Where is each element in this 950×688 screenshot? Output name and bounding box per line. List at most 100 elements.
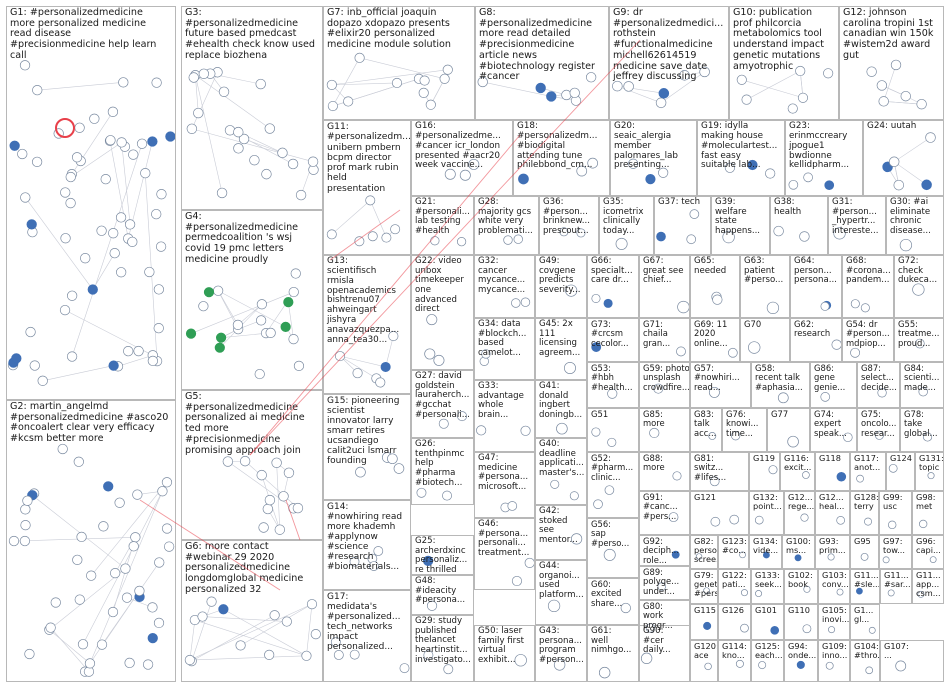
- network-edge: [189, 619, 196, 661]
- group-network-graph: [802, 624, 812, 634]
- network-node: [899, 238, 913, 252]
- group-cell-g99: G99: usc: [879, 491, 912, 535]
- group-cell-g114: G114: kno...: [718, 640, 751, 682]
- group-network-graph: [825, 661, 834, 670]
- network-node: [155, 241, 167, 252]
- network-edge: [331, 69, 448, 86]
- network-edge: [306, 604, 313, 656]
- group-network-graph: [222, 455, 304, 535]
- group-cell-g43: G43: persona... program #person...: [535, 625, 587, 682]
- network-node: [699, 66, 710, 78]
- group-cell-g32: G32: cancer mycance... mycance...: [474, 255, 535, 318]
- group-network-graph: [550, 479, 579, 501]
- network-edge: [339, 355, 386, 368]
- network-node: [439, 73, 450, 84]
- group-network-graph: [895, 660, 907, 672]
- group-network-graph: [553, 659, 566, 671]
- group-network-graph: [500, 501, 518, 513]
- network-node: [107, 106, 119, 117]
- group-network-graph: [326, 52, 453, 112]
- group-cell-g89: G89: polyge... under...: [639, 566, 690, 600]
- network-node: [281, 616, 292, 627]
- network-edge: [741, 79, 804, 99]
- network-node: [206, 596, 217, 607]
- group-cell-g15: G15: pioneering scientist innovator larr…: [323, 394, 411, 500]
- network-node: [198, 301, 209, 312]
- group-network-graph: [423, 650, 454, 675]
- network-edge: [37, 82, 124, 91]
- group-cell-g81: G81: switz... #lifes...: [690, 452, 749, 491]
- network-node: [893, 179, 905, 191]
- network-node: [640, 652, 653, 665]
- network-node: [19, 60, 31, 71]
- group-network-graph: [766, 301, 780, 314]
- network-node: [264, 123, 276, 134]
- network-edge: [288, 302, 294, 340]
- network-node: [802, 624, 812, 634]
- group-network-graph: [728, 347, 738, 358]
- group-cell-g55: G55: treatme... proud...: [894, 318, 944, 362]
- network-node: [518, 173, 529, 185]
- network-node: [37, 375, 48, 386]
- network-node: [193, 107, 204, 119]
- group-network-graph: [565, 284, 578, 297]
- group-network-graph: [722, 230, 735, 244]
- network-node: [283, 467, 295, 478]
- network-node: [426, 314, 438, 326]
- network-node: [836, 516, 845, 525]
- group-cell-g8: G8: #personalizedmedicine more read deta…: [475, 6, 609, 120]
- group-cell-g4: G4: #personalizedmedicine permedcoalitio…: [181, 210, 323, 390]
- group-network-graph: [423, 555, 434, 566]
- network-node: [603, 298, 613, 308]
- group-network-graph: [777, 392, 789, 404]
- group-network-graph: [802, 471, 810, 479]
- group-cell-g45: G45: 2x 111 licensing agreem...: [535, 318, 587, 380]
- group-cell-g7: G7: inb_official joaquin dopazo xdopazo …: [323, 6, 475, 120]
- network-node: [797, 92, 809, 103]
- network-node: [249, 154, 260, 166]
- network-node: [186, 123, 198, 134]
- network-node: [511, 298, 521, 308]
- network-node: [388, 331, 399, 342]
- network-node: [546, 91, 557, 102]
- group-cell-g82: G82: perso... scree...: [690, 535, 718, 569]
- network-node: [676, 346, 686, 357]
- network-edge: [90, 482, 168, 576]
- network-node: [442, 64, 453, 75]
- network-edge: [109, 140, 129, 239]
- group-network-graph: [874, 430, 884, 440]
- network-node: [929, 556, 937, 563]
- group-network-graph: [865, 666, 874, 675]
- network-node: [430, 236, 440, 246]
- group-cell-g33: G33: advantage whole brain...: [474, 380, 535, 452]
- network-node: [802, 471, 810, 479]
- network-node: [354, 52, 365, 63]
- network-node: [856, 587, 863, 595]
- network-edge: [92, 252, 115, 290]
- network-node: [799, 231, 810, 242]
- group-network-graph: [7, 60, 175, 386]
- network-node: [80, 253, 91, 264]
- group-network-graph: [739, 551, 746, 559]
- group-network-graph: [424, 314, 445, 366]
- network-node: [604, 485, 615, 495]
- group-cell-g100: G100: ms...: [782, 535, 815, 569]
- network-node: [265, 327, 276, 338]
- network-node: [770, 625, 780, 635]
- group-cell-g69: G69: 11 2020 online...: [690, 318, 740, 362]
- group-cell-g123: G123: #co...: [718, 535, 749, 569]
- group-cell-g40: G40: deadline applicati... master's...: [535, 438, 587, 505]
- network-edge: [191, 614, 275, 662]
- network-node: [156, 189, 167, 200]
- group-network-graph: [820, 392, 831, 402]
- group-network-graph: [922, 432, 933, 442]
- group-network-graph: [856, 587, 863, 595]
- group-network-graph: [184, 596, 321, 667]
- network-node: [520, 425, 531, 436]
- network-node: [287, 158, 299, 170]
- group-cell-g68: G68: #corona... pandem...: [842, 255, 894, 318]
- network-node: [393, 463, 405, 474]
- network-node: [766, 301, 780, 314]
- network-node: [456, 237, 467, 247]
- network-node: [419, 75, 430, 86]
